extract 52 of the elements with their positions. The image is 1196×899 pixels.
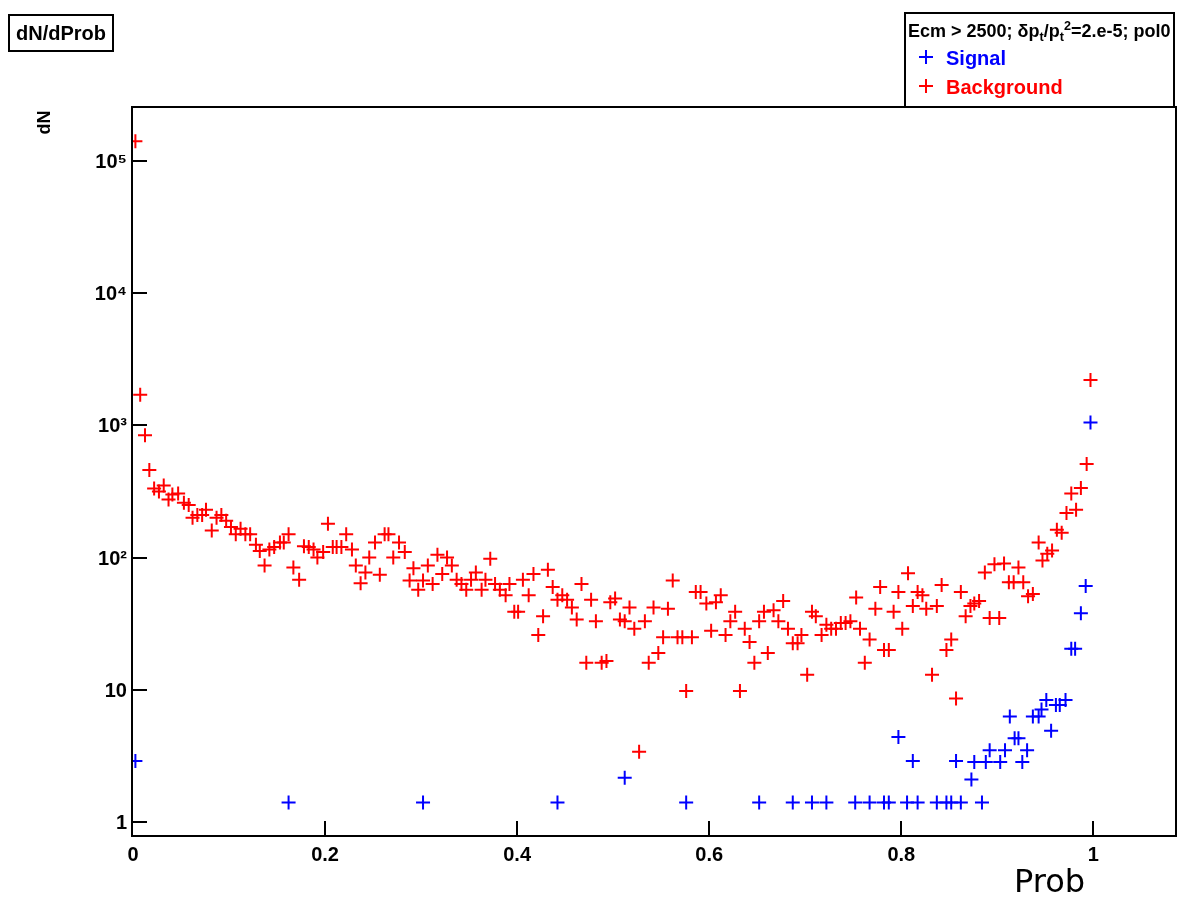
point [952, 794, 969, 811]
point [1030, 708, 1047, 725]
point [784, 794, 801, 811]
legend-label: Background [946, 75, 1063, 98]
point [1072, 605, 1089, 622]
x-tick-label: 0.8 [887, 843, 916, 865]
point [280, 794, 297, 811]
point [880, 794, 897, 811]
point [992, 754, 1009, 770]
point [909, 794, 926, 811]
point [1077, 577, 1094, 594]
point [818, 794, 835, 811]
y-tick-label: 10² [98, 546, 128, 569]
y-tick-label: 10⁵ [95, 149, 127, 172]
legend-title: Ecm > 2500; δp$_{t}$/p$_{t}$$^{2}$=2.e-5; pol0 [908, 18, 1171, 45]
y-tick-label: 1 [115, 811, 127, 834]
chart-title: dN/dProb [16, 22, 106, 44]
point [1033, 701, 1050, 718]
point [847, 794, 864, 811]
point [1057, 691, 1074, 708]
point [1010, 730, 1027, 747]
y-tick-label: 10 [104, 678, 127, 701]
y-axis-title: dN [34, 110, 55, 135]
point [751, 794, 768, 811]
point [973, 794, 990, 811]
point [678, 794, 695, 811]
y-tick-label: 10⁴ [94, 281, 127, 304]
point [981, 742, 998, 759]
point [1019, 742, 1036, 759]
point [904, 753, 921, 769]
point [890, 729, 907, 746]
point [948, 753, 965, 769]
point [549, 794, 566, 811]
x-tick-label: 0.4 [503, 843, 532, 865]
point [1082, 414, 1099, 431]
point [963, 771, 980, 788]
point [803, 794, 820, 811]
point [1001, 708, 1018, 725]
y-tick-label: 10³ [98, 414, 128, 437]
x-tick-label: 0.2 [311, 843, 339, 865]
legend-label: Signal [946, 46, 1007, 69]
point [1043, 722, 1060, 739]
x-tick-label: 1 [1087, 843, 1099, 865]
point [1014, 754, 1031, 770]
x-tick-label: 0.6 [695, 843, 724, 865]
point [997, 742, 1014, 759]
x-tick-label: 0 [127, 843, 139, 865]
x-axis-title: Prob [1014, 862, 1086, 899]
point [1067, 640, 1084, 657]
point [415, 794, 432, 811]
point [861, 794, 878, 811]
point [616, 769, 633, 786]
